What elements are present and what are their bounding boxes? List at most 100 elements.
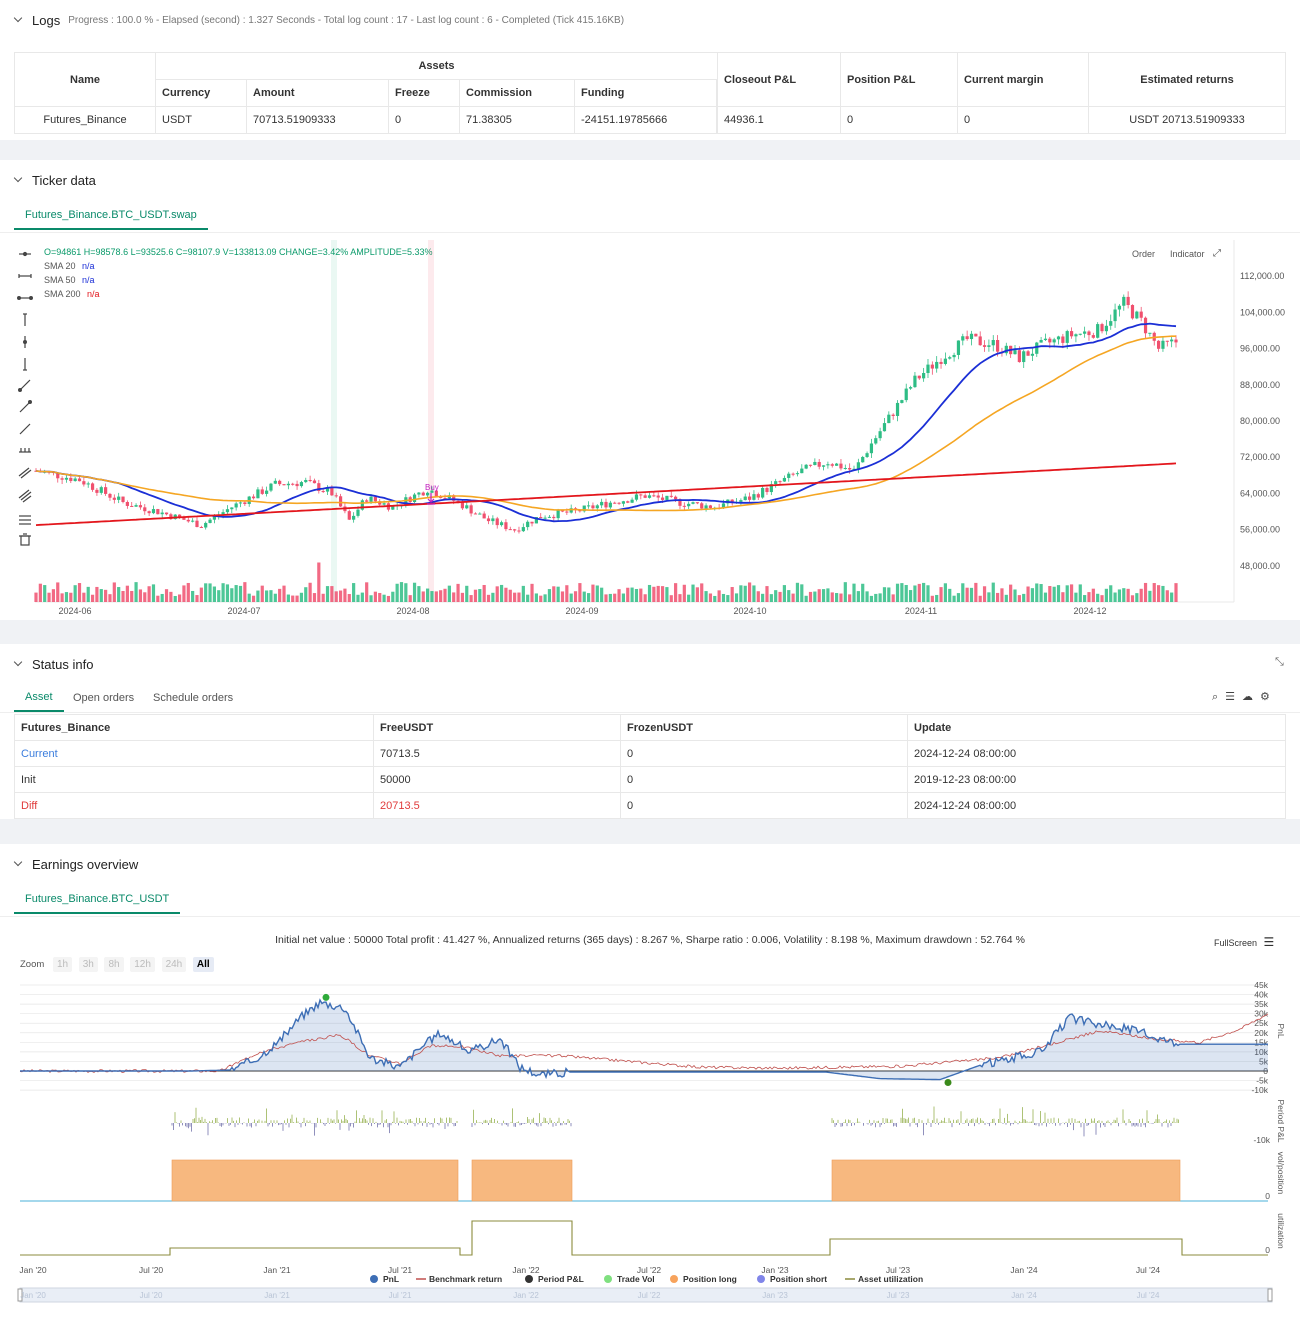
candle-body (1013, 350, 1017, 355)
candle-body (708, 505, 713, 509)
zoom-label: Zoom (20, 959, 45, 970)
y-tick-label: 104,000.00 (1240, 307, 1285, 317)
volume-bar (1000, 588, 1004, 602)
zoom-3h-button[interactable]: 3h (78, 957, 98, 972)
volume-bar (491, 592, 495, 602)
logs-header[interactable]: Logs Progress : 100.0 % - Elapsed (secon… (0, 0, 1300, 40)
legend-item[interactable]: Asset utilization (858, 1274, 923, 1284)
tab-open-orders[interactable]: Open orders (73, 692, 135, 704)
drawing-tools-icons[interactable] (16, 248, 34, 548)
volume-bar (765, 586, 769, 602)
menu-icon[interactable]: ☰ (1263, 935, 1275, 949)
legend-item[interactable]: Trade Vol (617, 1274, 655, 1284)
volume-bar (830, 592, 834, 602)
candle-body (225, 509, 230, 513)
volume-bar (51, 589, 56, 602)
col-closeout: Closeout P&L (717, 52, 841, 107)
tab-ticker-symbol[interactable]: Futures_Binance.BTC_USDT.swap (14, 202, 208, 230)
candle-body (1039, 340, 1043, 343)
candle-body (430, 490, 434, 493)
collapse-icon[interactable]: ⤡ (1275, 656, 1284, 668)
chevron-down-icon[interactable] (14, 175, 24, 185)
cell-funding: -24151.19785666 (574, 106, 717, 134)
candle-body (1143, 317, 1148, 334)
volume-bar (682, 584, 686, 602)
position-long-block (831, 1159, 1181, 1202)
candle-body (617, 502, 621, 504)
search-icon[interactable]: ⌕ (1212, 691, 1226, 703)
volume-bar (365, 582, 369, 602)
volume-bar (412, 582, 417, 602)
legend-item[interactable]: PnL (383, 1274, 399, 1284)
tab-asset[interactable]: Asset (14, 684, 64, 712)
volume-bar (43, 585, 47, 602)
candle-body (1078, 333, 1082, 335)
col-margin: Current margin (957, 52, 1089, 107)
volume-bar (1061, 592, 1065, 602)
volume-bar (787, 590, 791, 602)
pnl-tick-label: -5k (1256, 1076, 1269, 1086)
volume-bar (508, 589, 512, 602)
navigator-handle-left[interactable] (17, 1288, 23, 1302)
candle-body (452, 495, 456, 501)
candle-body (169, 514, 173, 520)
earnings-header[interactable]: Earnings overview (0, 844, 1300, 884)
volume-bar (217, 590, 221, 602)
cell-position: 0 (840, 106, 958, 134)
logs-section: Logs Progress : 100.0 % - Elapsed (secon… (0, 0, 1300, 140)
candle-body (887, 414, 891, 424)
volume-bar (826, 588, 830, 602)
volume-bar (1022, 593, 1026, 602)
chevron-down-icon[interactable] (14, 659, 24, 669)
fullscreen-button[interactable]: FullScreen ☰ (1214, 935, 1274, 949)
candle-body (352, 515, 356, 520)
indicator-button[interactable]: Indicator (1170, 249, 1205, 259)
legend-item[interactable]: Period P&L (538, 1274, 584, 1284)
candle-body (586, 505, 591, 507)
zoom-8h-button[interactable]: 8h (104, 957, 124, 972)
ticker-header[interactable]: Ticker data (0, 160, 1300, 200)
tab-schedule-orders[interactable]: Schedule orders (153, 692, 234, 704)
candle-body (204, 522, 208, 528)
candle-body (821, 465, 826, 467)
candle-body (356, 509, 360, 516)
candle-body (130, 505, 134, 507)
zoom-12h-button[interactable]: 12h (130, 957, 155, 972)
menu-icon[interactable]: ☰ (1225, 691, 1243, 703)
candle-body (1122, 296, 1126, 306)
candle-body (125, 501, 129, 506)
volume-bar (269, 590, 273, 602)
volume-bar (221, 583, 225, 602)
volume-bar (177, 594, 182, 602)
expand-icon[interactable]: ⤢ (1213, 248, 1221, 259)
volume-bar (939, 587, 943, 602)
sma50-legend: SMA 50 n/a (44, 275, 95, 285)
zoom-24h-button[interactable]: 24h (161, 957, 187, 972)
range-navigator[interactable]: Jan '20 Jul '20 Jan '21 Jul '21 Jan '22 Jul '… (17, 1287, 1273, 1303)
legend-item[interactable]: Position long (683, 1274, 737, 1284)
tab-earnings-symbol[interactable]: Futures_Binance.BTC_USDT (14, 886, 181, 914)
candle-body (221, 512, 225, 516)
volume-bar (104, 589, 108, 602)
gear-icon[interactable]: ⚙ (1260, 691, 1277, 703)
candle-body (499, 522, 504, 526)
navigator-handle-right[interactable] (1267, 1288, 1273, 1302)
status-header[interactable]: Status info (0, 644, 1300, 684)
volume-bar (151, 584, 156, 602)
chevron-down-icon[interactable] (14, 15, 24, 25)
earnings-chart[interactable]: 45k40k35k30k25k20k15k10k5k0-5k-10k PnLPe… (0, 973, 1300, 1323)
candle-body (199, 527, 203, 529)
legend-item[interactable]: Benchmark return (429, 1274, 502, 1284)
zoom-all-button[interactable]: All (192, 957, 214, 972)
cloud-icon[interactable]: ☁ (1242, 691, 1261, 703)
volume-bar (243, 582, 247, 602)
order-button[interactable]: Order (1132, 249, 1156, 259)
zoom-1h-button[interactable]: 1h (52, 957, 73, 972)
volume-bar (887, 587, 891, 602)
volume-bar (674, 583, 678, 602)
chevron-down-icon[interactable] (14, 859, 24, 869)
volume-bar (843, 582, 847, 602)
candlestick-chart[interactable]: 112,000.00 104,000.00 96,000.00 88,000.00 80… (0, 240, 1300, 620)
candle-body (112, 497, 116, 500)
legend-item[interactable]: Position short (770, 1274, 827, 1284)
